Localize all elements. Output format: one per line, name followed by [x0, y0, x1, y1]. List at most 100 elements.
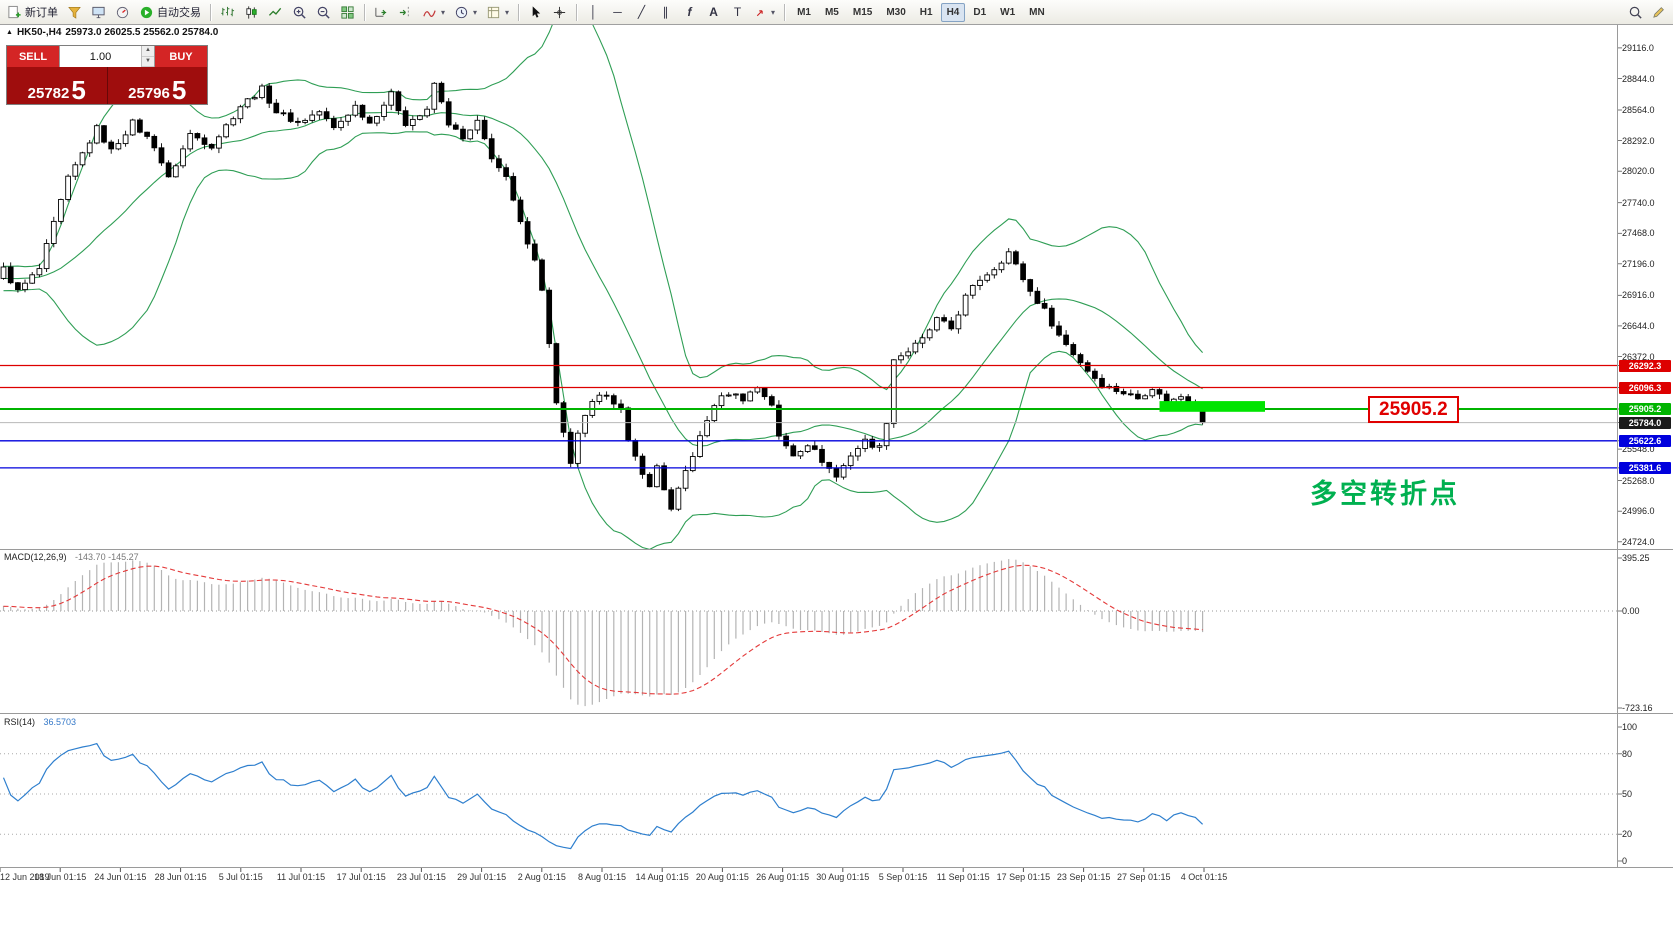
chart-shift-icon — [398, 5, 413, 20]
candlestick-mode-button[interactable] — [240, 2, 263, 23]
chevron-down-icon: ▾ — [505, 7, 510, 17]
timeframe-group: M1 M5 M15 M30 H1 H4 D1 W1 MN — [790, 2, 1052, 22]
autotrading-button[interactable]: 自动交易 — [135, 2, 205, 23]
auto-scroll-icon — [374, 5, 389, 20]
text-button[interactable]: A — [702, 2, 725, 23]
vertical-line-button[interactable]: │ — [582, 2, 605, 23]
scale-label: 26916.0 — [1622, 290, 1655, 301]
macd-panel[interactable] — [0, 550, 1617, 713]
auto-scroll-button[interactable] — [370, 2, 393, 23]
autotrading-play-icon — [139, 5, 154, 20]
chevron-down-icon: ▾ — [441, 7, 446, 17]
toolbar-separator — [210, 3, 211, 21]
time-axis-label: 23 Sep 01:15 — [1056, 872, 1111, 882]
scale-label: 100 — [1622, 722, 1638, 732]
channel-icon: ∥ — [662, 5, 669, 19]
indicators-button[interactable]: ▾ — [418, 2, 449, 23]
price-level-label: 25784.0 — [1619, 416, 1671, 429]
cursor-button[interactable] — [524, 2, 547, 23]
terminal-button[interactable] — [87, 2, 110, 23]
scale-label: 26644.0 — [1622, 320, 1655, 331]
timeframe-m5-button[interactable]: M5 — [824, 6, 839, 18]
arrows-button[interactable]: ▾ — [750, 2, 779, 23]
main-chart-area[interactable] — [0, 25, 1617, 549]
template-icon — [486, 5, 501, 20]
toolbar-separator — [784, 3, 786, 21]
trendline-button[interactable]: ╱ — [630, 2, 653, 23]
macd-values: -143.70 -145.27 — [75, 552, 139, 562]
scale-label: 28564.0 — [1622, 105, 1655, 115]
quote-header: ▲ HK50-,H4 25973.0 26025.5 25562.0 25784… — [6, 27, 218, 38]
text-label-button[interactable]: T — [726, 2, 749, 23]
price-scale[interactable]: 29116.0 28844.0 28564.0 28292.0 28020.0 27740… — [1618, 0, 1673, 951]
buy-price-panel[interactable]: 25796 5 — [108, 67, 208, 104]
timeframe-mn-button[interactable]: MN — [1029, 6, 1045, 18]
timeframe-m30-button[interactable]: M30 — [886, 6, 906, 18]
zoom-out-icon — [316, 5, 331, 20]
search-button[interactable] — [1624, 2, 1647, 23]
price-level-label: 26096.3 — [1619, 381, 1671, 394]
timeframe-w1-button[interactable]: W1 — [1000, 6, 1016, 18]
new-order-label: 新订单 — [25, 7, 58, 19]
edit-button[interactable] — [1647, 2, 1670, 23]
strategy-tester-button[interactable] — [111, 2, 134, 23]
zoom-out-button[interactable] — [312, 2, 335, 23]
scale-label: 395.25 — [1622, 553, 1650, 563]
timeframe-d1-button[interactable]: D1 — [973, 6, 987, 18]
timeframe-h1-button[interactable]: H1 — [919, 6, 933, 18]
time-axis-label: 2 Aug 01:15 — [517, 872, 566, 882]
funnel-icon — [67, 5, 82, 20]
volume-down-button[interactable]: ▼ — [142, 56, 154, 67]
chart-shift-button[interactable] — [394, 2, 417, 23]
timeframe-m15-button[interactable]: M15 — [852, 6, 873, 18]
time-axis-label: 4 Oct 01:15 — [1180, 872, 1228, 882]
chevron-down-icon: ▾ — [771, 7, 776, 17]
volume-input[interactable] — [60, 46, 141, 67]
crosshair-button[interactable] — [548, 2, 571, 23]
sell-button[interactable]: SELL — [7, 46, 59, 67]
time-axis-label: 5 Sep 01:15 — [878, 872, 928, 882]
templates-button[interactable]: ▾ — [482, 2, 513, 23]
time-axis-label: 20 Aug 01:15 — [695, 872, 749, 882]
rsi-panel[interactable] — [0, 714, 1617, 867]
time-axis-label: 11 Sep 01:15 — [936, 872, 990, 882]
buy-price-main: 25796 — [128, 85, 170, 102]
channel-button[interactable]: ∥ — [654, 2, 677, 23]
time-axis-label: 8 Aug 01:15 — [577, 872, 627, 882]
scale-label: 24996.0 — [1622, 506, 1655, 517]
rsi-indicator-label: RSI(14) 36.5703 — [4, 717, 76, 727]
trendline-icon: ╱ — [637, 5, 646, 19]
timeframe-m1-button[interactable]: M1 — [797, 6, 811, 18]
crosshair-icon — [552, 5, 567, 20]
time-axis[interactable]: 12 Jun 2019 18 Jun 01:15 24 Jun 01:15 28 Ju… — [0, 872, 1617, 888]
timeframe-h4-button[interactable]: H4 — [940, 2, 966, 22]
gauge-icon — [115, 5, 130, 20]
buy-button[interactable]: BUY — [155, 46, 207, 67]
cursor-icon — [528, 5, 543, 20]
toolbar-separator — [518, 3, 520, 21]
fibonacci-button[interactable]: f — [678, 2, 701, 23]
scale-label: 27740.0 — [1622, 197, 1655, 208]
horizontal-line-button[interactable]: ─ — [606, 2, 629, 23]
zoom-in-button[interactable] — [288, 2, 311, 23]
new-order-button[interactable]: 新订单 — [3, 2, 62, 23]
scale-label: 24724.0 — [1622, 536, 1655, 547]
market-watch-button[interactable] — [63, 2, 86, 23]
line-chart-icon — [268, 5, 283, 20]
scale-label: 0 — [1622, 856, 1628, 866]
bar-chart-mode-button[interactable] — [216, 2, 239, 23]
periods-button[interactable]: ▾ — [450, 2, 481, 23]
sell-price-panel[interactable]: 25782 5 — [7, 67, 107, 104]
volume-up-button[interactable]: ▲ — [142, 46, 154, 57]
horizontal-line-icon: ─ — [613, 5, 622, 19]
tile-windows-icon — [340, 5, 355, 20]
buy-price-pip: 5 — [171, 74, 187, 105]
tile-windows-button[interactable] — [336, 2, 359, 23]
price-divider — [106, 67, 108, 104]
line-chart-mode-button[interactable] — [264, 2, 287, 23]
macd-name: MACD(12,26,9) — [4, 552, 67, 562]
time-axis-label: 17 Jul 01:15 — [336, 872, 386, 882]
vertical-line-icon: │ — [589, 5, 598, 19]
scale-label: 50 — [1622, 789, 1633, 799]
